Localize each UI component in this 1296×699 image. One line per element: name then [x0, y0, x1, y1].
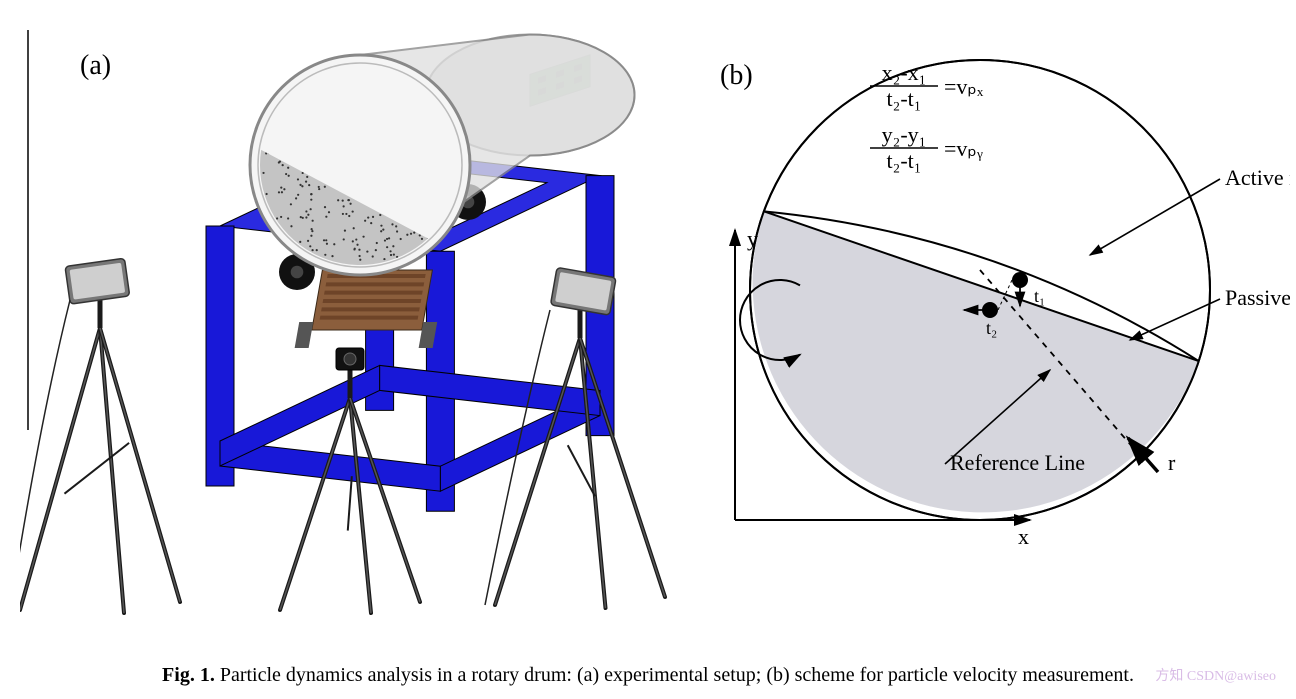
- figure-caption-text: Particle dynamics analysis in a rotary d…: [220, 664, 1134, 686]
- svg-text:Passive region: Passive region: [1225, 285, 1290, 310]
- svg-text:Reference Line: Reference Line: [950, 450, 1085, 475]
- panel-a-experimental-setup: (a): [20, 0, 680, 620]
- svg-text:x₂-x₁: x₂-x₁: [882, 60, 927, 85]
- svg-text:y: y: [747, 226, 758, 251]
- svg-text:t₂: t₂: [986, 318, 997, 338]
- svg-text:Active region: Active region: [1225, 165, 1290, 190]
- svg-text:=vₚᵧ: =vₚᵧ: [944, 136, 983, 161]
- panel-b-label: (b): [720, 60, 753, 92]
- svg-text:y₂-y₁: y₂-y₁: [882, 122, 927, 147]
- svg-text:x: x: [1018, 524, 1029, 549]
- svg-text:r: r: [1168, 450, 1176, 475]
- svg-text:t₂-t₁: t₂-t₁: [887, 86, 922, 111]
- watermark: 方知 CSDN@awiseo: [1155, 665, 1276, 685]
- panel-a-svg: [20, 0, 680, 620]
- panel-b-velocity-scheme: r t₁ t₂ x y Active region Passive region Refere…: [690, 10, 1290, 600]
- panel-a-label: (a): [80, 50, 111, 82]
- figure-caption: Fig. 1. Particle dynamics analysis in a …: [0, 664, 1296, 687]
- panel-b-svg: r t₁ t₂ x y Active region Passive region Refere…: [690, 10, 1290, 600]
- svg-text:=vₚₓ: =vₚₓ: [944, 74, 984, 99]
- svg-text:t₂-t₁: t₂-t₁: [887, 148, 922, 173]
- figure-number: Fig. 1.: [162, 664, 215, 686]
- svg-text:t₁: t₁: [1034, 286, 1045, 306]
